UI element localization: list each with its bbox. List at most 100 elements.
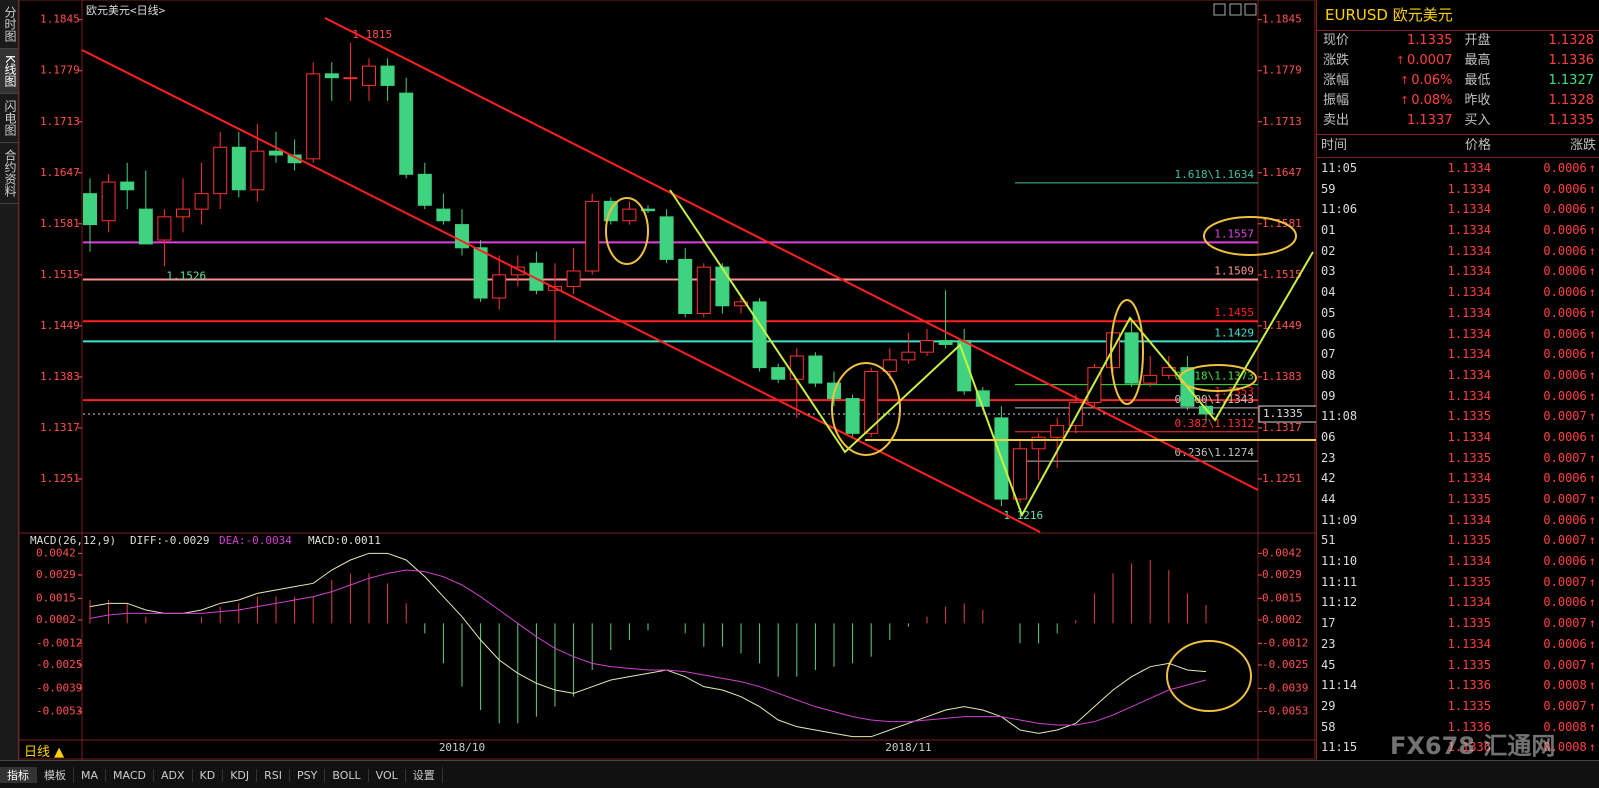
tick-row: 44 1.1335 0.0007 bbox=[1317, 489, 1599, 510]
quote-value: 1.1335 bbox=[1548, 113, 1595, 128]
toolbar-tab[interactable]: MACD bbox=[106, 768, 154, 782]
y-tick-label: 1.1251 bbox=[40, 472, 80, 485]
candle-body bbox=[901, 351, 916, 361]
tick-cell: 1.1334 bbox=[1447, 347, 1491, 362]
tick-cell: 17 bbox=[1321, 616, 1336, 631]
tick-row: 42 1.1334 0.0006 bbox=[1317, 468, 1599, 489]
tick-cell: 1.1334 bbox=[1447, 285, 1491, 300]
toolbar-tab[interactable]: 设置 bbox=[406, 767, 443, 783]
candle-body bbox=[343, 77, 358, 80]
side-tab[interactable]: 合约资料 bbox=[0, 143, 21, 204]
level-label: 1.1429 bbox=[1214, 326, 1254, 339]
y-tick-label: 1.1317 bbox=[40, 421, 80, 434]
tick-cell: 1.1335 bbox=[1447, 533, 1491, 548]
tick-row: 51 1.1335 0.0007 bbox=[1317, 530, 1599, 551]
y-tick-label: 0.0015 bbox=[1262, 591, 1302, 604]
tick-row: 11:10 1.1334 0.0006 bbox=[1317, 551, 1599, 572]
tick-row: 11:09 1.1334 0.0006 bbox=[1317, 510, 1599, 531]
tick-cell: 11:11 bbox=[1321, 574, 1358, 589]
level-label: 1.1557 bbox=[1214, 227, 1254, 240]
quote-cell: 振幅 0.08% bbox=[1317, 91, 1459, 111]
candle-body bbox=[1050, 425, 1065, 438]
tick-cell: 1.1334 bbox=[1447, 512, 1491, 527]
tick-cell: 1.1334 bbox=[1447, 636, 1491, 651]
highlight-ellipse bbox=[1110, 299, 1144, 405]
tick-cell: 0.0006 bbox=[1491, 344, 1599, 365]
window-button[interactable] bbox=[1244, 3, 1257, 16]
quote-cell: 开盘 1.1328 bbox=[1459, 31, 1599, 51]
tick-row: 05 1.1334 0.0006 bbox=[1317, 303, 1599, 324]
toolbar-tab[interactable]: VOL bbox=[369, 768, 406, 782]
indicator-legend: DEA:-0.0034 bbox=[219, 534, 292, 547]
tick-cell: 11:15 bbox=[1321, 740, 1358, 755]
tick-cell: 1.1334 bbox=[1447, 471, 1491, 486]
toolbar-tab[interactable]: MA bbox=[74, 768, 107, 782]
candle-body bbox=[306, 73, 321, 160]
y-tick-label: 1.1713 bbox=[1262, 115, 1302, 128]
y-tick-label: 1.1383 bbox=[1262, 370, 1302, 383]
macd-line bbox=[89, 552, 1207, 738]
side-tab[interactable]: 闪电图 bbox=[0, 94, 21, 143]
tick-cell: 09 bbox=[1321, 388, 1336, 403]
toolbar-tab[interactable]: ADX bbox=[154, 768, 193, 782]
indicator-legend: DIFF:-0.0029 bbox=[130, 534, 209, 547]
tick-cell: 0.0006 bbox=[1491, 510, 1599, 531]
candle-body bbox=[269, 150, 283, 156]
quote-cell: 最低 1.1327 bbox=[1459, 71, 1599, 91]
quote-label: 昨收 bbox=[1464, 93, 1491, 108]
y-tick-label: 1.1779 bbox=[1262, 64, 1302, 77]
toolbar-tab[interactable]: BOLL bbox=[325, 768, 369, 782]
toolbar-tab[interactable]: 指标 bbox=[0, 767, 37, 783]
tick-row: 09 1.1334 0.0006 bbox=[1317, 386, 1599, 407]
tick-cell: 0.0006 bbox=[1491, 261, 1599, 282]
tick-cell: 11:06 bbox=[1321, 202, 1358, 217]
period[interactable]: 日线 ▲ bbox=[24, 745, 65, 760]
toolbar-tab[interactable]: KD bbox=[193, 768, 224, 782]
quote-label: 买入 bbox=[1464, 113, 1491, 128]
y-tick-label: 1.1713 bbox=[40, 115, 80, 128]
y-tick-label: 0.0029 bbox=[36, 568, 76, 581]
tick-cell: 11:08 bbox=[1321, 409, 1358, 424]
quote-label: 现价 bbox=[1323, 33, 1350, 48]
quote-panel: EURUSD 欧元美元 现价 1.1335 开盘 1.1328 涨跌 0.0007 最高 1.… bbox=[1316, 0, 1599, 760]
side-tab[interactable]: 分时图 bbox=[0, 0, 21, 49]
channel-line bbox=[324, 17, 1259, 491]
quote-cell: 卖出 1.1337 bbox=[1317, 111, 1459, 131]
quote-label: 开盘 bbox=[1464, 33, 1491, 48]
candle-body bbox=[510, 266, 525, 276]
tick-row: 07 1.1334 0.0006 bbox=[1317, 344, 1599, 365]
tick-cell: 07 bbox=[1321, 347, 1336, 362]
tick-cell: 11:14 bbox=[1321, 678, 1358, 693]
y-tick-label: 1.1647 bbox=[1262, 166, 1302, 179]
indicator-title: MACD(26,12,9) bbox=[30, 534, 116, 547]
window-button[interactable] bbox=[1213, 3, 1226, 16]
y-tick-label: 1.1515 bbox=[1262, 268, 1302, 281]
toolbar-tab[interactable]: PSY bbox=[290, 768, 326, 782]
toolbar-tab[interactable]: KDJ bbox=[223, 768, 258, 782]
side-tab[interactable]: K线图 bbox=[0, 49, 21, 94]
toolbar: 指标 模板 MA MACD ADX KD KDJ RSI PSY BOLL VOL 设置 bbox=[0, 760, 1599, 788]
tick-cell: 11:10 bbox=[1321, 554, 1358, 569]
y-tick-label: 0.0042 bbox=[36, 546, 76, 559]
quote-row: 涨跌 0.0007 最高 1.1336 bbox=[1317, 51, 1599, 71]
toolbar-tab[interactable]: 模板 bbox=[37, 767, 74, 783]
window-button[interactable] bbox=[1229, 3, 1242, 16]
tick-cell: 08 bbox=[1321, 367, 1336, 382]
y-tick-label: 0.0002 bbox=[36, 613, 76, 626]
candle-body bbox=[678, 258, 693, 315]
tick-cell: 0.0006 bbox=[1491, 427, 1599, 448]
candle-body bbox=[752, 301, 767, 369]
tick-row: 11:12 1.1334 0.0006 bbox=[1317, 592, 1599, 613]
toolbar-tab[interactable]: RSI bbox=[257, 768, 291, 782]
tick-cell: 0.0006 bbox=[1491, 386, 1599, 407]
y-tick-label: 0.0002 bbox=[1262, 613, 1302, 626]
tick-cell: 0.0006 bbox=[1491, 324, 1599, 345]
candle-body bbox=[176, 208, 190, 218]
quote-cell: 涨幅 0.06% bbox=[1317, 71, 1459, 91]
y-tick-label: -0.0053 bbox=[1262, 705, 1308, 718]
y-tick-label: 1.1845 bbox=[40, 13, 80, 26]
watermark-text: FX678 bbox=[1390, 732, 1475, 760]
candle-body bbox=[957, 340, 972, 392]
tick-cell: 0.0007 bbox=[1491, 696, 1599, 717]
